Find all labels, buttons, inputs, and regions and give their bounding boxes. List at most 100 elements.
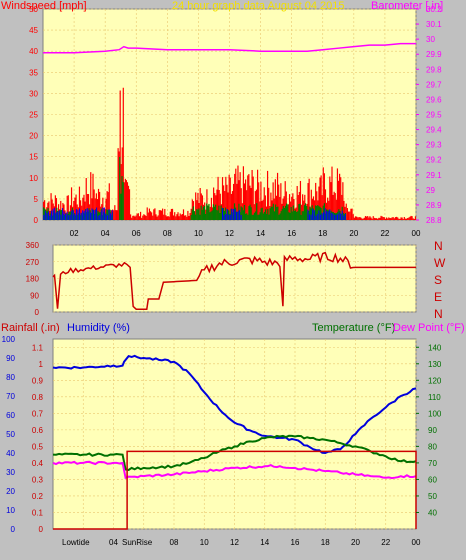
barometer-tick-label: 29 bbox=[426, 186, 435, 195]
barometer-line bbox=[43, 42, 416, 54]
temperature-tick-label: 130 bbox=[428, 360, 442, 369]
wind-x-tick-label: 10 bbox=[194, 229, 203, 238]
temperature-tick-label: 100 bbox=[428, 409, 442, 418]
barometer-tick-label: 29.9 bbox=[426, 50, 442, 59]
wind-x-tick-label: 18 bbox=[318, 229, 327, 238]
temperature-tick-label: 110 bbox=[428, 393, 441, 402]
bottom-x-tick-label: 10 bbox=[200, 538, 209, 547]
wind-x-tick-label: 20 bbox=[349, 229, 358, 238]
bottom-x-tick-label: 18 bbox=[321, 538, 330, 547]
rainfall-tick-label: 0.2 bbox=[32, 492, 44, 501]
humidity-tick-label: 20 bbox=[6, 487, 15, 496]
barometer-tick-label: 30.2 bbox=[426, 5, 442, 14]
barometer-tick-label: 29.2 bbox=[426, 156, 442, 165]
humidity-tick-label: 100 bbox=[2, 335, 16, 344]
windspeed-tick-label: 45 bbox=[29, 26, 38, 35]
humidity-axis-title: Humidity (%) bbox=[67, 322, 130, 334]
rainfall-tick-label: 0 bbox=[39, 525, 44, 534]
barometer-tick-label: 29.8 bbox=[426, 65, 442, 74]
windspeed-tick-label: 30 bbox=[29, 89, 38, 98]
lowtide-label: Lowtide bbox=[62, 538, 90, 547]
rainfall-line bbox=[53, 450, 417, 530]
rainfall-tick-label: 0.5 bbox=[32, 442, 44, 451]
windspeed-tick-label: 50 bbox=[29, 5, 38, 14]
bottom-x-tick-label: 20 bbox=[351, 538, 360, 547]
bottom-x-tick-label: 08 bbox=[170, 538, 179, 547]
rainfall-tick-label: 1 bbox=[39, 360, 44, 369]
temperature-tick-label: 80 bbox=[428, 442, 437, 451]
temperature-tick-label: 90 bbox=[428, 426, 437, 435]
direction-tick-label: 360 bbox=[26, 241, 40, 250]
wind-direction-line bbox=[52, 251, 416, 310]
wind-x-tick-label: 00 bbox=[412, 229, 421, 238]
chart-title: 24 hour graph data August 04 2015 bbox=[172, 0, 344, 12]
rainfall-tick-label: 0.7 bbox=[32, 409, 44, 418]
windspeed-tick-label: 20 bbox=[29, 132, 38, 141]
bottom-x-tick-label: 04 bbox=[109, 538, 118, 547]
direction-tick-label: 270 bbox=[26, 258, 40, 267]
humidity-line bbox=[52, 354, 417, 455]
temperature-tick-label: 60 bbox=[428, 475, 437, 484]
bottom-x-tick-label: 12 bbox=[230, 538, 239, 547]
bottom-x-tick-label: 14 bbox=[260, 538, 269, 547]
rainfall-tick-label: 0.3 bbox=[32, 475, 44, 484]
bottom-x-tick-label: 00 bbox=[412, 538, 421, 547]
wind-x-tick-label: 14 bbox=[256, 229, 265, 238]
humidity-tick-label: 50 bbox=[6, 430, 15, 439]
sunrise-label: SunRise bbox=[122, 538, 153, 547]
wind-dir-label-n-top: N bbox=[434, 239, 443, 253]
temperature-line bbox=[52, 434, 417, 472]
rainfall-tick-label: 0.4 bbox=[32, 459, 44, 468]
rainfall-axis-title: Rainfall (.in) bbox=[1, 322, 60, 334]
temperature-tick-label: 40 bbox=[428, 508, 437, 517]
wind-dir-label-n-bottom: N bbox=[434, 307, 443, 321]
barometer-tick-label: 29.6 bbox=[426, 95, 442, 104]
wind-x-tick-label: 22 bbox=[380, 229, 389, 238]
temperature-tick-label: 120 bbox=[428, 376, 442, 385]
windspeed-tick-label: 5 bbox=[34, 195, 39, 204]
windspeed-axis-title: Windspeed [mph] bbox=[1, 0, 87, 12]
wind-x-tick-label: 16 bbox=[287, 229, 296, 238]
wind-x-tick-label: 02 bbox=[70, 229, 79, 238]
humidity-tick-label: 60 bbox=[6, 411, 15, 420]
bottom-x-tick-label: 22 bbox=[381, 538, 390, 547]
barometer-tick-label: 30 bbox=[426, 35, 435, 44]
series-layer bbox=[42, 42, 417, 530]
wind-x-tick-label: 06 bbox=[132, 229, 141, 238]
temperature-tick-label: 70 bbox=[428, 459, 437, 468]
wind-x-tick-label: 04 bbox=[101, 229, 110, 238]
axis-labels: 0510152025303540455028.828.92929.129.229… bbox=[2, 5, 442, 547]
windspeed-tick-label: 0 bbox=[34, 216, 39, 225]
wind-dir-label-s: S bbox=[434, 273, 442, 287]
temperature-axis-title: Temperature (°F) bbox=[312, 322, 395, 334]
humidity-tick-label: 10 bbox=[6, 506, 15, 515]
direction-tick-label: 90 bbox=[30, 291, 39, 300]
windspeed-tick-label: 10 bbox=[29, 174, 38, 183]
rainfall-tick-label: 0.1 bbox=[32, 508, 44, 517]
wind-dir-label-w: W bbox=[434, 256, 446, 270]
rainfall-tick-label: 0.8 bbox=[32, 393, 44, 402]
rainfall-tick-label: 0.6 bbox=[32, 426, 44, 435]
humidity-tick-label: 90 bbox=[6, 354, 15, 363]
rainfall-tick-label: 0.9 bbox=[32, 376, 44, 385]
humidity-tick-label: 80 bbox=[6, 373, 15, 382]
windspeed-tick-label: 40 bbox=[29, 47, 38, 56]
wind-x-tick-label: 08 bbox=[163, 229, 172, 238]
barometer-tick-label: 30.1 bbox=[426, 20, 442, 29]
temperature-tick-label: 140 bbox=[428, 343, 442, 352]
humidity-tick-label: 70 bbox=[6, 392, 15, 401]
humidity-tick-label: 30 bbox=[6, 468, 15, 477]
dewpoint-line bbox=[52, 460, 417, 480]
windspeed-tick-label: 15 bbox=[29, 153, 38, 162]
barometer-tick-label: 29.5 bbox=[426, 111, 442, 120]
barometer-tick-label: 29.7 bbox=[426, 80, 442, 89]
barometer-tick-label: 28.9 bbox=[426, 201, 442, 210]
direction-tick-label: 0 bbox=[35, 308, 40, 317]
direction-tick-label: 180 bbox=[26, 275, 40, 284]
windspeed-tick-label: 35 bbox=[29, 68, 38, 77]
rainfall-tick-label: 1.1 bbox=[32, 343, 44, 352]
barometer-tick-label: 28.8 bbox=[426, 216, 442, 225]
barometer-tick-label: 29.3 bbox=[426, 141, 442, 150]
